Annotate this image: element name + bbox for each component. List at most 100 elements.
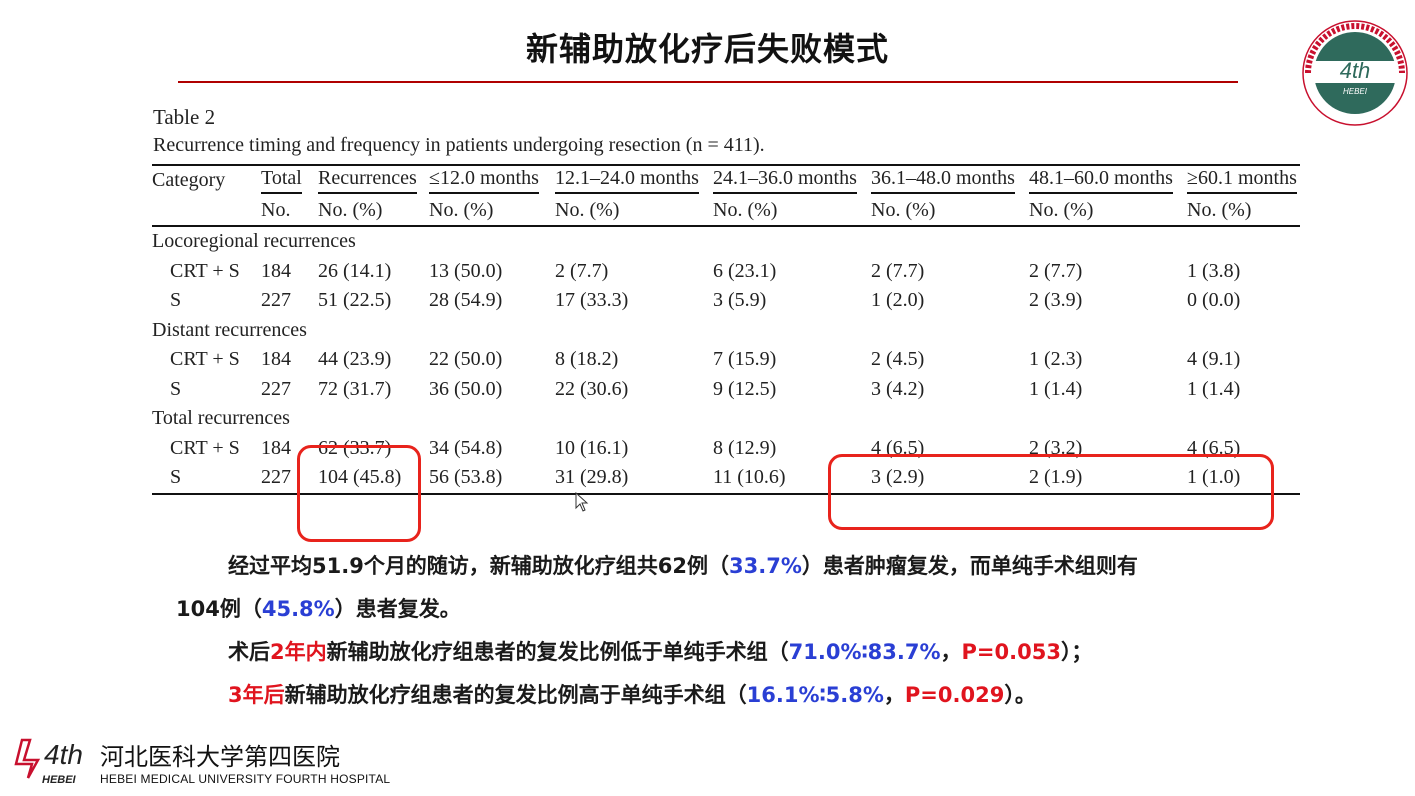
header-cell: ≥60.1 months	[1187, 165, 1300, 196]
subheader-cell: No. (%)	[713, 195, 871, 227]
svg-text:4th: 4th	[1340, 58, 1371, 83]
hospital-name-cn: 河北医科大学第四医院	[100, 743, 340, 771]
table-cell: 1 (1.4)	[1029, 377, 1083, 400]
group-row: Distant recurrences	[152, 316, 1300, 346]
table-cell: 184	[261, 348, 291, 371]
table-cell: 1 (2.3)	[1029, 348, 1083, 371]
header-cell: 48.1–60.0 months	[1029, 165, 1187, 196]
table-cell: 7 (15.9)	[713, 348, 777, 371]
table-cell: 51 (22.5)	[318, 289, 392, 312]
group-label: Locoregional recurrences	[152, 230, 356, 253]
table-cell: 22 (30.6)	[555, 377, 629, 400]
summary-line-2: 104例（45.8%）患者复发。	[176, 597, 461, 621]
table-cell: 227	[261, 289, 291, 312]
table-subheader-row: No. No. (%) No. (%) No. (%) No. (%) No. …	[152, 195, 1300, 227]
subheader-cell	[152, 195, 261, 227]
table-cell: S	[170, 289, 182, 312]
table-cell: 8 (12.9)	[713, 436, 777, 459]
table-row: S 227 72 (31.7) 36 (50.0) 22 (30.6) 9 (1…	[152, 375, 1300, 405]
table-cell: 1 (1.0)	[1187, 466, 1241, 489]
group-label: Distant recurrences	[152, 318, 307, 341]
table-label: Table 2	[153, 105, 216, 129]
table-cell: S	[170, 466, 182, 489]
table-cell: 2 (1.9)	[1029, 466, 1083, 489]
table-cell: 36 (50.0)	[429, 377, 503, 400]
table-cell: 4 (6.5)	[1187, 436, 1241, 459]
table-cell: 26 (14.1)	[318, 259, 392, 282]
table-cell: S	[170, 377, 182, 400]
table-header-row: Category Total Recurrences ≤12.0 months …	[152, 165, 1300, 196]
table-cell: 22 (50.0)	[429, 348, 503, 371]
table-cell: 8 (18.2)	[555, 348, 619, 371]
table-cell: 2 (7.7)	[1029, 259, 1083, 282]
summary-line-1: 经过平均51.9个月的随访，新辅助放化疗组共62例（33.7%）患者肿瘤复发，而…	[228, 554, 1138, 578]
header-cell: 36.1–48.0 months	[871, 165, 1029, 196]
table-cell: 13 (50.0)	[429, 259, 503, 282]
summary-line-4: 3年后新辅助放化疗组患者的复发比例高于单纯手术组（16.1%∶5.8%，P=0.…	[228, 683, 1036, 707]
hospital-logo: 4th HEBEI	[14, 738, 83, 786]
table-cell: 2 (7.7)	[555, 259, 609, 282]
table-cell: 3 (2.9)	[871, 466, 925, 489]
header-cell: 12.1–24.0 months	[555, 165, 713, 196]
table-cell: 11 (10.6)	[713, 466, 786, 489]
subheader-cell: No. (%)	[1187, 195, 1300, 227]
group-row: Total recurrences	[152, 404, 1300, 434]
table-cell: 44 (23.9)	[318, 348, 392, 371]
header-cell: Recurrences	[318, 165, 429, 196]
table-cell: 4 (9.1)	[1187, 348, 1241, 371]
highlight-box-recurrences	[297, 445, 421, 542]
table-region: Table 2 Recurrence timing and frequency …	[152, 100, 1302, 495]
recurrence-table: Category Total Recurrences ≤12.0 months …	[152, 164, 1300, 495]
group-row: Locoregional recurrences	[152, 226, 1300, 257]
header-cell: Category	[152, 169, 226, 192]
hospital-name-en: HEBEI MEDICAL UNIVERSITY FOURTH HOSPITAL	[100, 772, 391, 786]
slide-title: 新辅助放化疗后失败模式	[525, 30, 889, 68]
table-cell: 6 (23.1)	[713, 259, 777, 282]
svg-text:HEBEI: HEBEI	[42, 774, 77, 786]
group-label: Total recurrences	[152, 407, 290, 430]
subheader-cell: No. (%)	[555, 195, 713, 227]
table-cell: 1 (3.8)	[1187, 259, 1241, 282]
subheader-cell: No. (%)	[871, 195, 1029, 227]
table-cell: 2 (3.2)	[1029, 436, 1083, 459]
summary-line-3: 术后2年内新辅助放化疗组患者的复发比例低于单纯手术组（71.0%∶83.7%，P…	[228, 640, 1093, 664]
table-row: S 227 104 (45.8) 56 (53.8) 31 (29.8) 11 …	[152, 463, 1300, 494]
table-row: S 227 51 (22.5) 28 (54.9) 17 (33.3) 3 (5…	[152, 286, 1300, 316]
table-cell: 9 (12.5)	[713, 377, 777, 400]
table-cell: 72 (31.7)	[318, 377, 392, 400]
table-cell: 4 (6.5)	[871, 436, 925, 459]
highlight-box-late-recurrence	[828, 454, 1274, 530]
subheader-cell: No. (%)	[1029, 195, 1187, 227]
header-cell: Total	[261, 165, 318, 196]
table-cell: 1 (2.0)	[871, 289, 925, 312]
hospital-seal-logo: 4th HEBEI	[1302, 20, 1408, 126]
table-cell: CRT + S	[170, 436, 240, 459]
title-divider	[178, 81, 1238, 83]
table-cell: 2 (7.7)	[871, 259, 925, 282]
table-cell: 3 (4.2)	[871, 377, 925, 400]
table-cell: 17 (33.3)	[555, 289, 629, 312]
mouse-cursor-icon	[575, 492, 589, 512]
header-cell: ≤12.0 months	[429, 165, 555, 196]
table-cell: 1 (1.4)	[1187, 377, 1241, 400]
table-row: CRT + S 184 44 (23.9) 22 (50.0) 8 (18.2)…	[152, 345, 1300, 375]
table-row: CRT + S 184 26 (14.1) 13 (50.0) 2 (7.7) …	[152, 257, 1300, 287]
subheader-cell: No. (%)	[318, 195, 429, 227]
header-cell: 24.1–36.0 months	[713, 165, 871, 196]
summary-text: 经过平均51.9个月的随访，新辅助放化疗组共62例（33.7%）患者肿瘤复发，而…	[176, 547, 1286, 719]
svg-text:HEBEI: HEBEI	[1343, 87, 1368, 96]
table-cell: 104 (45.8)	[318, 466, 402, 489]
table-cell: 31 (29.8)	[555, 466, 629, 489]
subheader-cell: No.	[261, 195, 318, 227]
table-cell: 2 (4.5)	[871, 348, 925, 371]
table-row: CRT + S 184 62 (33.7) 34 (54.8) 10 (16.1…	[152, 434, 1300, 464]
table-cell: 2 (3.9)	[1029, 289, 1083, 312]
table-cell: 184	[261, 259, 291, 282]
table-cell: 0 (0.0)	[1187, 289, 1241, 312]
table-cell: 28 (54.9)	[429, 289, 503, 312]
table-cell: CRT + S	[170, 259, 240, 282]
table-caption: Recurrence timing and frequency in patie…	[153, 134, 765, 156]
table-cell: 34 (54.8)	[429, 436, 503, 459]
table-cell: 227	[261, 466, 291, 489]
table-cell: 3 (5.9)	[713, 289, 767, 312]
